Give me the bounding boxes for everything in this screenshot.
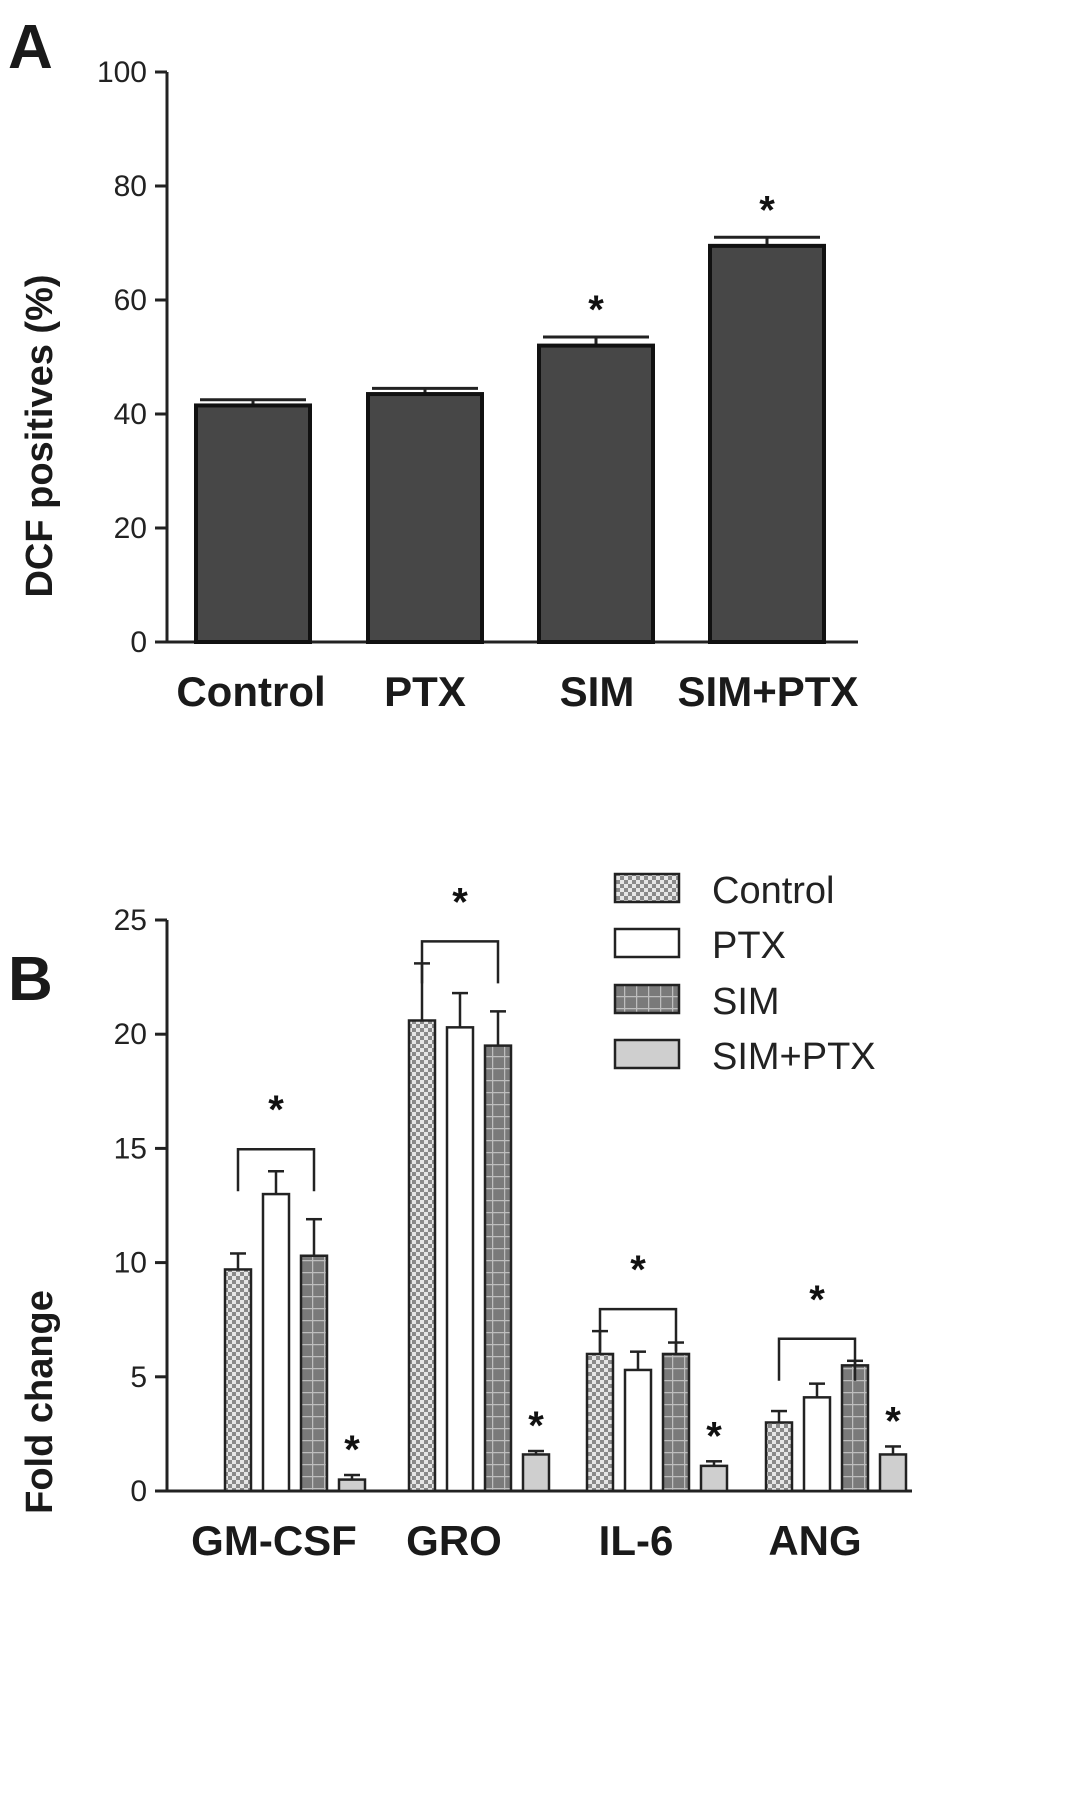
bar-gro-control [407, 1019, 437, 1493]
bar-gm-csf-control [223, 1268, 253, 1493]
category-label: GRO [406, 1517, 502, 1564]
y-tick-label: 20 [114, 1018, 147, 1051]
bar-il-6-ptx [623, 1368, 653, 1493]
y-tick-label: 10 [114, 1247, 147, 1280]
bar-ptx [366, 392, 484, 644]
category-label: PTX [384, 668, 466, 715]
significance-star-group: * [452, 880, 468, 924]
significance-star: * [759, 188, 775, 232]
bar-ang-sim-ptx [878, 1453, 908, 1493]
y-tick-label: 40 [114, 398, 147, 431]
legend-item: SIM+PTX [613, 1036, 876, 1078]
significance-star: * [588, 288, 604, 332]
bar-il-6-control [585, 1352, 615, 1493]
panel-b-letter: B [8, 945, 53, 1014]
panel-a-category-labels: Control PTX SIM SIM+PTX [176, 668, 858, 715]
bar-sim [537, 343, 655, 644]
significance-bracket [777, 1337, 857, 1381]
legend-swatch [613, 1038, 681, 1070]
significance-star-simptx: * [344, 1428, 360, 1472]
significance-star-group: * [809, 1278, 825, 1322]
y-tick-label: 15 [114, 1132, 147, 1165]
significance-star-group: * [268, 1088, 284, 1132]
y-tick-label: 25 [114, 904, 147, 937]
y-tick-label: 0 [130, 626, 147, 659]
panel-a-letter: A [8, 13, 53, 82]
legend-item: Control [613, 870, 835, 912]
panel-a-bars: ** [194, 188, 826, 645]
significance-star-simptx: * [885, 1399, 901, 1443]
y-tick-label: 100 [97, 56, 147, 89]
y-tick-label: 80 [114, 170, 147, 203]
category-label: Control [176, 668, 325, 715]
panel-b-significance: * * * * * * * * [236, 880, 901, 1472]
legend-label: PTX [712, 925, 786, 967]
category-label: ANG [768, 1517, 861, 1564]
y-tick-label: 60 [114, 284, 147, 317]
significance-bracket [420, 940, 500, 984]
panel-b-y-axis-label: Fold change [19, 1290, 61, 1514]
bar-gro-sim-ptx [521, 1453, 551, 1493]
legend-swatch [613, 927, 681, 959]
bar-gro-ptx [445, 1026, 475, 1493]
legend-swatch [613, 983, 681, 1015]
panel-b-bars [223, 962, 908, 1493]
legend-label: Control [712, 870, 835, 912]
bar-gm-csf-sim [299, 1254, 329, 1493]
legend-label: SIM [712, 981, 780, 1023]
significance-bracket [598, 1307, 678, 1352]
category-label: IL-6 [599, 1517, 674, 1564]
panel-b: B Fold change 0 5 10 15 20 25 * * * * * * * * GM-CSF… [8, 870, 912, 1564]
panel-b-legend: Control PTX SIM SIM+PTX [613, 870, 876, 1078]
legend-swatch [613, 872, 681, 904]
category-label: SIM [560, 668, 635, 715]
y-tick-label: 20 [114, 512, 147, 545]
bar-ang-control [764, 1421, 794, 1493]
legend-label: SIM+PTX [712, 1036, 876, 1078]
y-tick-label: 0 [130, 1475, 147, 1508]
y-tick-label: 5 [130, 1361, 147, 1394]
significance-star-simptx: * [528, 1404, 544, 1448]
bar-gm-csf-ptx [261, 1192, 291, 1493]
significance-star-group: * [630, 1248, 646, 1292]
significance-bracket [236, 1147, 316, 1192]
bar-sim-ptx [708, 243, 826, 644]
bar-control [194, 403, 312, 645]
significance-star-simptx: * [706, 1414, 722, 1458]
panel-a-y-axis-label: DCF positives (%) [19, 274, 61, 597]
bar-il-6-sim-ptx [699, 1464, 729, 1493]
legend-item: SIM [613, 981, 780, 1023]
bar-il-6-sim [661, 1352, 691, 1493]
panel-b-category-labels: GM-CSF GRO IL-6 ANG [191, 1517, 862, 1564]
bar-gro-sim [483, 1044, 513, 1493]
bar-ang-ptx [802, 1396, 832, 1493]
legend-item: PTX [613, 925, 786, 967]
category-label: GM-CSF [191, 1517, 357, 1564]
bar-gm-csf-sim-ptx [337, 1478, 367, 1493]
bar-ang-sim [840, 1364, 870, 1493]
category-label: SIM+PTX [678, 668, 859, 715]
